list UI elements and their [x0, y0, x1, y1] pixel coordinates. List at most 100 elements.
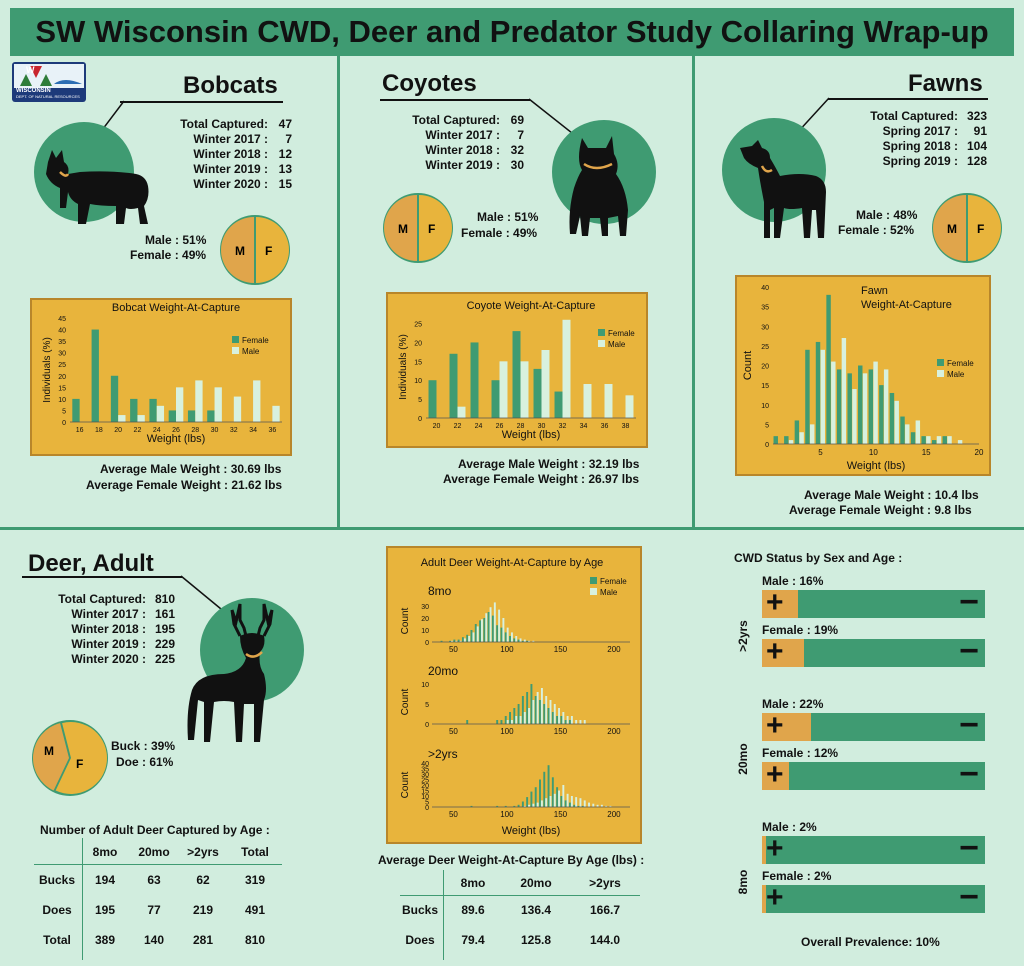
bar-female: [517, 639, 520, 642]
bar-female: [428, 380, 437, 418]
pie-f-label: F: [977, 222, 984, 236]
stat-value: 195: [154, 622, 175, 636]
stat-value: 7: [517, 128, 524, 142]
coyote-sex-pie: M F: [383, 193, 453, 263]
table-cell: 194: [94, 873, 116, 887]
table-cell: 491: [244, 903, 266, 917]
bar-female: [931, 440, 937, 444]
bar-female: [512, 331, 521, 418]
pie-f-label: F: [428, 222, 435, 236]
dnr-logo-graphic: [14, 64, 84, 88]
plus-icon: +: [766, 635, 784, 668]
x-tick-label: 30: [538, 423, 546, 430]
y-tick-label: 10: [421, 628, 429, 635]
deer-age-table-title: Number of Adult Deer Captured by Age :: [40, 823, 270, 837]
cwd-positive-fill: [762, 639, 805, 667]
bar-male: [575, 797, 578, 807]
bar-female: [517, 804, 520, 807]
bar-female: [491, 615, 494, 642]
table-cell: 389: [94, 933, 116, 947]
deer-sex-pie: M F: [32, 720, 108, 796]
bar-male: [545, 798, 548, 807]
bar-female: [577, 805, 580, 807]
bobcat-avg-female: Average Female Weight : 21.62 lbs: [86, 478, 283, 492]
y-tick-label: 0: [425, 805, 429, 812]
table-cell: Bucks: [38, 873, 76, 887]
bar-male: [493, 602, 496, 642]
y-tick-label: 10: [414, 378, 422, 385]
table-header: 8mo: [460, 875, 486, 890]
bar-male: [528, 804, 531, 807]
bar-male: [519, 716, 522, 724]
table-cell: 136.4: [520, 903, 552, 917]
bar-male: [625, 395, 634, 418]
stat-value: 13: [278, 162, 292, 176]
bobcat-silhouette: [46, 150, 149, 224]
legend-swatch-female: [937, 359, 944, 366]
legend-swatch-female: [590, 577, 597, 584]
stat-value: 91: [973, 124, 987, 138]
x-tick-label: 32: [559, 423, 567, 430]
x-tick-label: 24: [153, 427, 161, 434]
bar-female: [784, 436, 789, 444]
bar-male: [553, 704, 556, 724]
x-tick-label: 150: [554, 810, 568, 819]
bar-male: [579, 720, 582, 724]
bar-male: [562, 785, 565, 807]
coyote-male-pct: Male : 51%: [477, 210, 539, 224]
legend-female: Female: [242, 336, 269, 345]
bar-male: [947, 436, 952, 444]
stat-label: Winter 2017 :: [193, 132, 268, 146]
x-tick-label: 20: [114, 427, 122, 434]
table-header: >2yrs: [187, 844, 219, 859]
stat-label: Winter 2018 :: [71, 622, 146, 636]
stat-value: 15: [278, 177, 292, 191]
y-tick-label: 35: [421, 767, 429, 774]
bar-male: [545, 696, 548, 724]
bar-male: [799, 432, 804, 444]
bar-male: [831, 361, 836, 444]
bar-female: [773, 436, 778, 444]
y-tick-label: 20: [421, 783, 429, 790]
bar-male: [820, 349, 825, 444]
y-tick-label: 40: [761, 285, 769, 292]
plus-icon: +: [766, 881, 784, 914]
y-tick-label: 0: [425, 722, 429, 729]
stat-value: 229: [154, 637, 175, 651]
bar-male: [510, 720, 513, 724]
table-cell: 140: [143, 933, 165, 947]
bar-female: [815, 341, 821, 444]
table-cell: 63: [147, 873, 161, 887]
fawns-title-underline: [828, 98, 988, 100]
bar-female: [466, 720, 469, 724]
stat-value: 32: [510, 143, 524, 157]
y-tick-label: 20: [421, 616, 429, 623]
fawn-female-pct: Female : 52%: [838, 223, 915, 237]
bar-female: [91, 329, 99, 422]
y-tick-label: 30: [421, 604, 429, 611]
x-tick-label: 50: [449, 645, 458, 654]
bar-male: [476, 626, 479, 642]
stat-label: Winter 2020 :: [193, 177, 268, 191]
y-tick-label: 10: [761, 403, 769, 410]
bar-female: [581, 805, 584, 807]
bar-male: [463, 638, 466, 642]
bar-female: [500, 627, 503, 642]
bobcats-title-underline: [120, 101, 283, 103]
bar-female: [130, 398, 138, 422]
table-rule: [400, 895, 640, 896]
y-tick-label: 40: [58, 328, 66, 335]
bar-male: [588, 802, 590, 807]
cwd-age-label: 20mo: [736, 743, 750, 775]
table-header: 8mo: [92, 844, 118, 859]
x-tick-label: 5: [818, 448, 823, 457]
bar-male: [506, 627, 509, 642]
x-tick-label: 15: [922, 448, 931, 457]
bar-male: [570, 796, 573, 807]
deer-weight-table: 8mo 20mo >2yrs Bucks 89.6 136.4 166.7 Does 7…: [398, 870, 642, 955]
logo-letter: W: [26, 65, 35, 75]
cwd-status-bar: + −: [762, 634, 985, 668]
table-rule: [82, 838, 83, 960]
legend-swatch-male: [590, 588, 597, 595]
y-tick-label: 0: [425, 640, 429, 647]
